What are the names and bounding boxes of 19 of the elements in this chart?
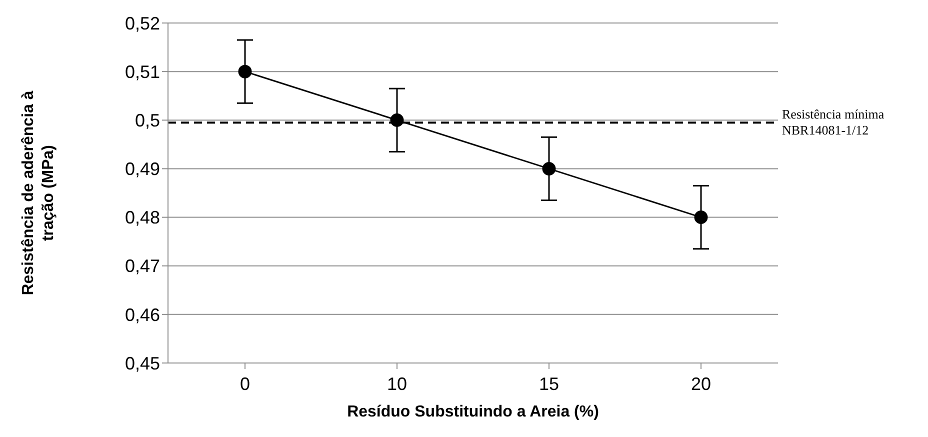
y-tick-label: 0,52 <box>124 13 160 34</box>
x-tick-label: 15 <box>538 374 560 394</box>
point <box>238 64 252 78</box>
y-tick-label: 0,48 <box>124 208 160 228</box>
y-tick-label: 0,5 <box>134 110 160 131</box>
x-axis-title: Resíduo Substituindo a Areia (%) <box>347 403 599 420</box>
y-tick-label: 0,47 <box>124 256 160 276</box>
ref-line-label: Resistência mínima NBR14081-1/12 <box>782 106 884 138</box>
y-tick-label: 0,45 <box>124 353 160 374</box>
point <box>390 113 404 127</box>
y-tick-label: 0,49 <box>124 159 160 180</box>
x-tick-label: 20 <box>690 374 712 394</box>
x-tick-label: 0 <box>240 374 250 394</box>
y-tick-label: 0,51 <box>124 62 160 82</box>
point <box>542 162 556 176</box>
point <box>694 210 708 224</box>
y-axis-title: Resistência de aderência à tração (MPa) <box>20 90 57 296</box>
x-tick-label: 10 <box>386 374 408 394</box>
y-tick-label: 0,46 <box>124 304 160 325</box>
